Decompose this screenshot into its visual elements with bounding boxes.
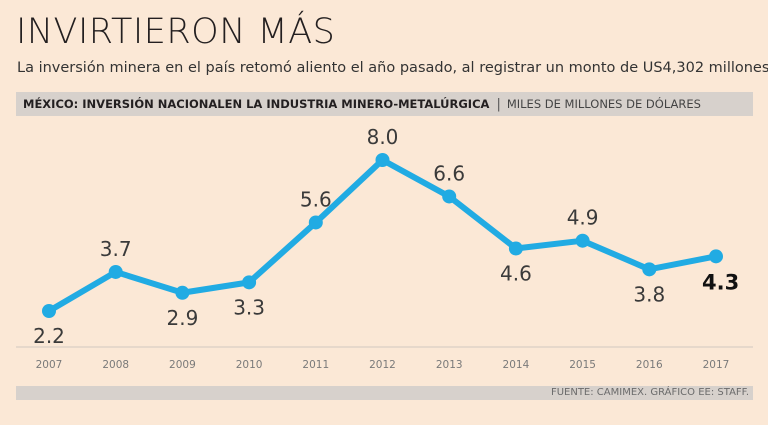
- data-label: 3.7: [100, 237, 132, 261]
- data-point: [242, 275, 257, 290]
- x-tick-label: 2016: [636, 359, 663, 371]
- chart-subtitle: La inversión minera en el país retomó al…: [17, 60, 768, 76]
- data-label: 2.9: [166, 306, 198, 330]
- x-tick-label: 2008: [102, 359, 129, 371]
- data-label: 5.6: [300, 187, 332, 211]
- data-point: [709, 249, 723, 264]
- data-label: 6.6: [433, 161, 465, 185]
- chart-header-band: MÉXICO: INVERSIÓN NACIONALEN LA INDUSTRI…: [16, 92, 753, 116]
- data-label: 8.0: [367, 125, 399, 149]
- data-point: [42, 304, 56, 318]
- x-tick-label: 2013: [436, 359, 463, 371]
- data-label: 2.2: [33, 324, 65, 348]
- data-label: 3.8: [633, 282, 665, 306]
- chart-header-unit: MILES DE MILLONES DE DÓLARES: [506, 97, 701, 111]
- x-tick-label: 2011: [302, 359, 329, 371]
- x-tick-label: 2015: [569, 359, 596, 371]
- series-line: [46, 157, 719, 314]
- data-label: 4.9: [567, 206, 599, 230]
- data-label: 3.3: [233, 295, 265, 319]
- chart-header-main: MÉXICO: INVERSIÓN NACIONALEN LA INDUSTRI…: [23, 97, 490, 111]
- x-tick-label: 2017: [703, 359, 730, 371]
- data-label-highlight: 4.3: [702, 270, 739, 294]
- data-point: [375, 153, 390, 167]
- x-tick-label: 2014: [503, 359, 530, 371]
- chart-title: INVIRTIERON MÁS: [16, 12, 336, 52]
- data-label: 4.6: [500, 262, 532, 286]
- x-tick-label: 2010: [236, 359, 263, 371]
- x-tick-label: 2012: [369, 359, 396, 371]
- data-point: [308, 215, 323, 230]
- data-labels-group: 2.2 3.7 2.9 3.3 5.6 8.0 6.6 4.6 4.9 3.8 4.3: [33, 125, 739, 348]
- x-axis-ticks: 2007 2008 2009 2010 2011 2012 2013 2014 2015 2016…: [36, 359, 730, 371]
- data-point: [108, 264, 123, 279]
- series-group: [42, 153, 723, 318]
- data-point: [175, 285, 190, 300]
- data-point: [575, 233, 590, 248]
- data-point: [642, 262, 657, 277]
- chart-header-separator: |: [496, 96, 501, 112]
- data-point: [442, 189, 457, 204]
- data-point: [508, 241, 523, 256]
- x-tick-label: 2009: [169, 359, 196, 371]
- source-footer: FUENTE: CAMIMEX. GRÁFICO EE: STAFF.: [16, 386, 753, 400]
- x-tick-label: 2007: [36, 359, 63, 371]
